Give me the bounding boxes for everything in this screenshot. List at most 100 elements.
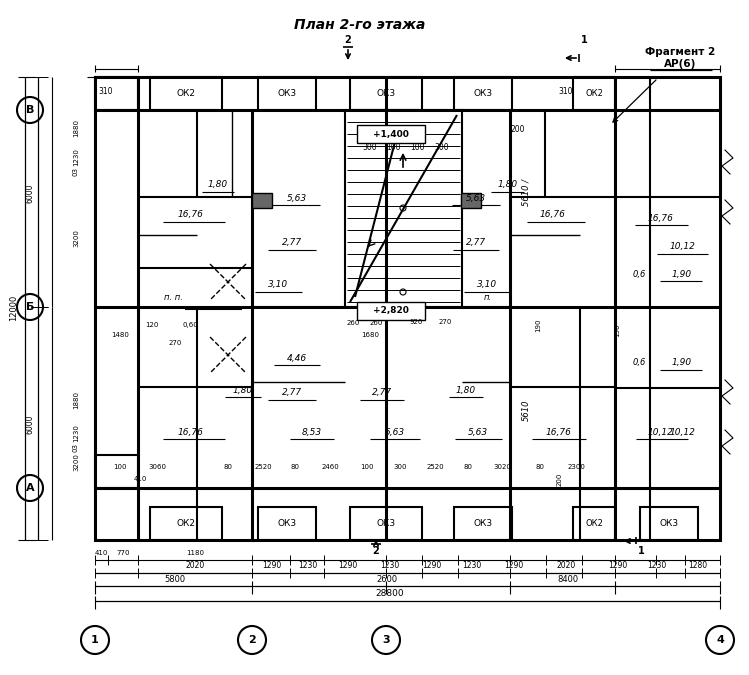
- Text: 1,90: 1,90: [672, 358, 692, 367]
- Text: 5610 /: 5610 /: [521, 178, 530, 205]
- Text: ОК3: ОК3: [277, 518, 297, 527]
- Text: ОК2: ОК2: [177, 518, 195, 527]
- Text: 8,53: 8,53: [302, 427, 322, 437]
- Text: 2: 2: [372, 546, 380, 556]
- Text: 1,90: 1,90: [672, 269, 692, 279]
- Text: План 2-го этажа: План 2-го этажа: [294, 18, 425, 32]
- Text: АР(6): АР(6): [664, 59, 696, 69]
- Text: 5610: 5610: [521, 399, 530, 421]
- Text: 1280: 1280: [688, 562, 708, 570]
- Text: 410: 410: [94, 550, 108, 556]
- Text: 270: 270: [169, 340, 182, 346]
- Text: Б: Б: [25, 302, 34, 312]
- Text: 2: 2: [248, 635, 256, 645]
- Text: 1,80: 1,80: [233, 385, 253, 394]
- Text: 1680: 1680: [361, 332, 379, 338]
- Text: 100: 100: [360, 464, 374, 470]
- Text: А: А: [25, 483, 34, 493]
- Text: 1: 1: [580, 35, 587, 45]
- Text: 5,63: 5,63: [468, 427, 488, 437]
- Text: 2,77: 2,77: [282, 238, 302, 248]
- Text: 1230: 1230: [647, 562, 667, 570]
- Text: 270: 270: [438, 319, 452, 325]
- Text: ОК3: ОК3: [377, 90, 395, 99]
- Bar: [350, 507, 422, 540]
- Text: ОК3: ОК3: [473, 518, 493, 527]
- Text: 100: 100: [113, 464, 127, 470]
- Text: +2,820: +2,820: [373, 306, 409, 315]
- Text: 200: 200: [511, 126, 525, 134]
- Bar: [345, 110, 462, 307]
- Text: 2,77: 2,77: [466, 238, 486, 248]
- Text: 1480: 1480: [111, 332, 129, 338]
- Text: ОК2: ОК2: [585, 518, 603, 527]
- Text: 3,10: 3,10: [477, 281, 497, 290]
- Text: 2: 2: [345, 35, 351, 45]
- Text: 920: 920: [409, 319, 422, 325]
- Text: 2600: 2600: [377, 574, 398, 583]
- Bar: [461, 193, 481, 208]
- Text: 1,80: 1,80: [208, 180, 228, 190]
- Text: 1290: 1290: [422, 562, 442, 570]
- Bar: [454, 507, 512, 540]
- Text: ОК2: ОК2: [177, 90, 195, 99]
- Text: 3,10: 3,10: [268, 281, 288, 290]
- Bar: [150, 507, 222, 540]
- Text: ОК2: ОК2: [585, 90, 603, 99]
- Text: 6000: 6000: [25, 183, 34, 202]
- Text: 2520: 2520: [254, 464, 272, 470]
- Text: 2520: 2520: [426, 464, 444, 470]
- Text: 100: 100: [386, 142, 400, 151]
- Text: 300: 300: [363, 142, 377, 151]
- Text: 260: 260: [369, 320, 383, 326]
- Text: В: В: [25, 105, 34, 115]
- Text: 4: 4: [716, 635, 724, 645]
- Text: 5,63: 5,63: [466, 194, 486, 202]
- Bar: [573, 507, 615, 540]
- Text: 5,63: 5,63: [385, 427, 405, 437]
- Text: 120: 120: [145, 322, 159, 328]
- Text: 1230: 1230: [298, 562, 318, 570]
- Text: 80: 80: [464, 464, 473, 470]
- Text: 3200: 3200: [73, 453, 79, 471]
- Text: 1290: 1290: [504, 562, 524, 570]
- Text: 1230: 1230: [462, 562, 482, 570]
- Text: 1290: 1290: [608, 562, 628, 570]
- Text: 2020: 2020: [557, 562, 576, 570]
- Text: 1180: 1180: [186, 550, 204, 556]
- Bar: [258, 77, 316, 110]
- Text: 1,80: 1,80: [456, 385, 476, 394]
- Text: 260: 260: [346, 320, 360, 326]
- Bar: [95, 77, 720, 540]
- Text: 300: 300: [434, 142, 449, 151]
- Text: 190: 190: [535, 318, 541, 331]
- Text: 1: 1: [91, 635, 99, 645]
- Text: 0,6: 0,6: [632, 269, 646, 279]
- Text: 300: 300: [393, 464, 407, 470]
- Text: 310: 310: [99, 86, 113, 95]
- Text: 10,12: 10,12: [669, 427, 695, 437]
- Text: 1230: 1230: [73, 148, 79, 166]
- Bar: [95, 455, 138, 488]
- Text: ОК3: ОК3: [659, 518, 679, 527]
- Text: 80: 80: [291, 464, 300, 470]
- Text: ОК3: ОК3: [473, 90, 493, 99]
- Text: п.: п.: [484, 292, 492, 302]
- Text: 2,77: 2,77: [282, 389, 302, 398]
- Text: 1230: 1230: [73, 424, 79, 442]
- Text: 310: 310: [559, 86, 573, 95]
- Text: 3020: 3020: [493, 464, 511, 470]
- Text: 16,76: 16,76: [540, 211, 566, 219]
- Text: 3060: 3060: [148, 464, 166, 470]
- Text: 16,76: 16,76: [647, 213, 673, 223]
- Text: 2460: 2460: [321, 464, 339, 470]
- Text: п. п.: п. п.: [163, 292, 183, 302]
- Text: 1,80: 1,80: [498, 180, 518, 190]
- Text: 3200: 3200: [73, 229, 79, 247]
- Text: 80: 80: [223, 464, 232, 470]
- Bar: [258, 507, 316, 540]
- Text: 1: 1: [637, 546, 644, 556]
- Text: 2300: 2300: [567, 464, 585, 470]
- Text: 10,12: 10,12: [647, 427, 673, 437]
- Bar: [252, 193, 272, 208]
